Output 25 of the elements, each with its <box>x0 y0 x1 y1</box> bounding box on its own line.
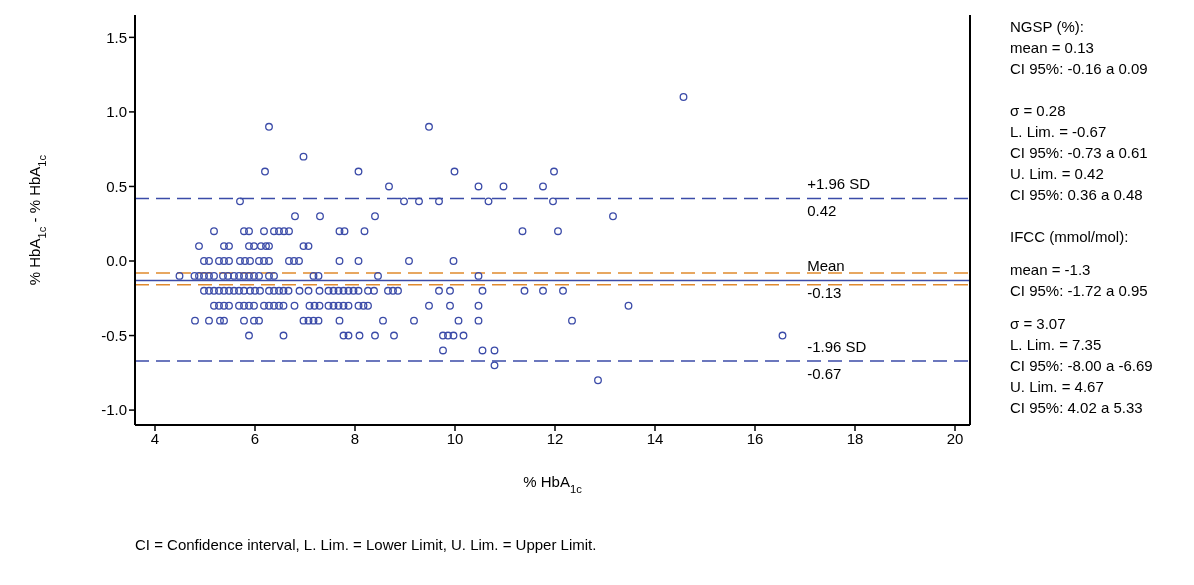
text: σ = 3.07 L. Lim. = 7.35 CI 95%: -8.00 a -6.69 U. Lim. = 4.67 CI 95%: 4.02 a 5.33 <box>1010 314 1154 418</box>
text: NGSP (%): mean = 0.13 CI 95%: -0.16 a 0.09 <box>1010 17 1149 79</box>
y-tick-label: -1.0 <box>101 401 127 419</box>
ref-line-label: Mean -0.13 <box>807 257 845 302</box>
x-tick-label: 8 <box>350 429 360 447</box>
y-tick-label: -0.5 <box>101 326 127 344</box>
x-tick-label: 12 <box>546 429 564 447</box>
text: IFCC (mmol/mol): <box>1010 227 1130 247</box>
x-tick-label: 20 <box>946 429 964 447</box>
y-tick-label: 0.5 <box>106 177 127 195</box>
x-tick-label: 4 <box>150 429 160 447</box>
y-tick-label: 0.0 <box>106 252 127 270</box>
ref-line-label: -1.96 SD -0.67 <box>807 337 867 382</box>
x-tick-label: 18 <box>846 429 864 447</box>
x-tick-label: 14 <box>646 429 664 447</box>
y-tick-label: 1.5 <box>106 28 127 46</box>
y-tick-label: 1.0 <box>106 103 127 121</box>
text: CI = Confidence interval, L. Lim. = Lower Limit, U. Lim. = Upper Limit. <box>135 536 598 553</box>
text: σ = 0.28 L. Lim. = -0.67 CI 95%: -0.73 a 0.61 U. Lim. = 0.42 CI 95%: 0.36 a 0.48 <box>1010 101 1149 205</box>
x-tick-label: 10 <box>446 429 464 447</box>
ref-line-label: +1.96 SD 0.42 <box>807 175 871 220</box>
x-axis-title: % HbA$_{1c}$ <box>523 473 583 495</box>
text: mean = -1.3 CI 95%: -1.72 a 0.95 <box>1010 260 1149 301</box>
x-tick-label: 16 <box>746 429 764 447</box>
x-tick-label: 6 <box>250 429 260 447</box>
